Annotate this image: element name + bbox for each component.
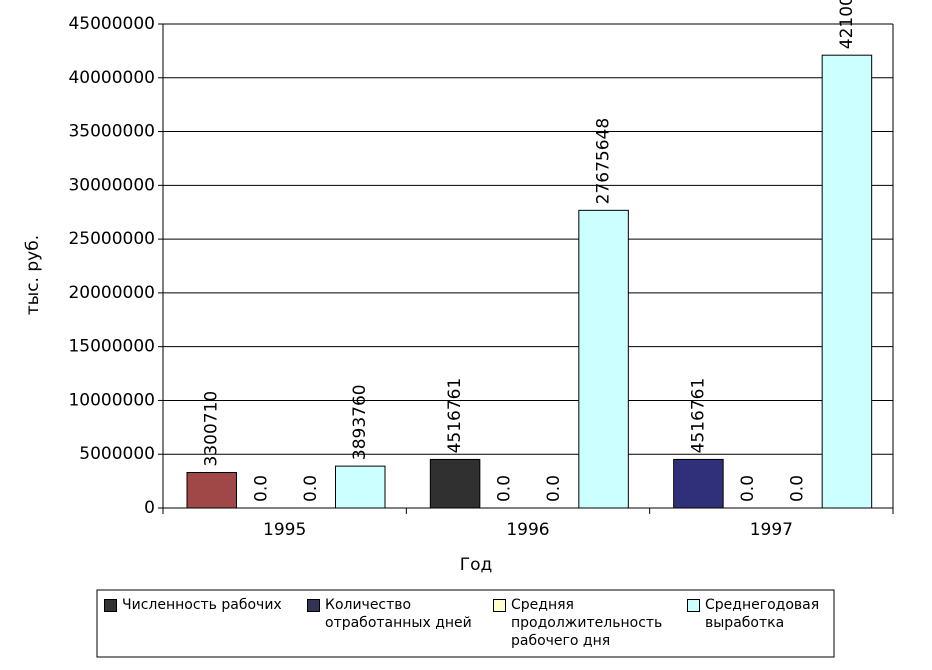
value-label: 4516761 bbox=[688, 378, 708, 454]
y-tick-label: 40000000 bbox=[68, 68, 155, 88]
bar bbox=[578, 209, 629, 509]
y-tick-label: 20000000 bbox=[68, 283, 155, 303]
y-tick-label: 0 bbox=[144, 498, 155, 518]
value-label: 0.0 bbox=[301, 475, 321, 502]
x-tick-label: 1995 bbox=[263, 520, 306, 540]
x-tick-label: 1997 bbox=[750, 520, 793, 540]
y-tick-label: 35000000 bbox=[68, 122, 155, 142]
value-label: 4516761 bbox=[445, 378, 465, 454]
value-label: 42100000 bbox=[837, 0, 857, 49]
legend-swatch bbox=[307, 599, 320, 612]
legend-swatch bbox=[493, 599, 506, 612]
y-tick-label: 30000000 bbox=[68, 175, 155, 195]
bar bbox=[186, 471, 237, 509]
value-label: 3893760 bbox=[350, 384, 370, 460]
legend-swatch bbox=[687, 599, 700, 612]
legend-label: Количество отработанных дней bbox=[325, 597, 472, 631]
y-axis-title: тыс. руб. bbox=[23, 235, 43, 315]
value-label: 27675648 bbox=[594, 118, 614, 205]
legend-entry: Количество отработанных дней bbox=[307, 596, 487, 632]
value-label: 0.0 bbox=[495, 475, 515, 502]
y-tick-label: 15000000 bbox=[68, 337, 155, 357]
legend-label: Численность рабочих bbox=[122, 597, 282, 613]
y-tick-label: 45000000 bbox=[68, 14, 155, 34]
bar bbox=[821, 54, 873, 509]
bar bbox=[429, 458, 481, 509]
legend-label: Средняя продолжительность рабочего дня bbox=[511, 597, 663, 649]
y-tick-label: 5000000 bbox=[79, 444, 155, 464]
y-tick-label: 25000000 bbox=[68, 229, 155, 249]
x-axis-title: Год bbox=[460, 555, 493, 575]
bar bbox=[335, 465, 386, 509]
legend-box bbox=[96, 589, 835, 658]
legend-entry: Численность рабочих bbox=[104, 596, 304, 614]
value-label: 0.0 bbox=[787, 475, 807, 502]
legend-entry: Средняя продолжительность рабочего дня bbox=[493, 596, 683, 650]
value-label: 0.0 bbox=[251, 475, 271, 502]
x-tick-label: 1996 bbox=[506, 520, 549, 540]
y-tick-label: 10000000 bbox=[68, 390, 155, 410]
bar bbox=[673, 458, 724, 509]
legend-entry: Среднегодовая выработка bbox=[687, 596, 827, 632]
value-label: 0.0 bbox=[738, 475, 758, 502]
legend-label: Среднегодовая выработка bbox=[705, 597, 820, 631]
value-label: 3300710 bbox=[202, 391, 222, 467]
legend-swatch bbox=[104, 599, 117, 612]
value-label: 0.0 bbox=[544, 475, 564, 502]
